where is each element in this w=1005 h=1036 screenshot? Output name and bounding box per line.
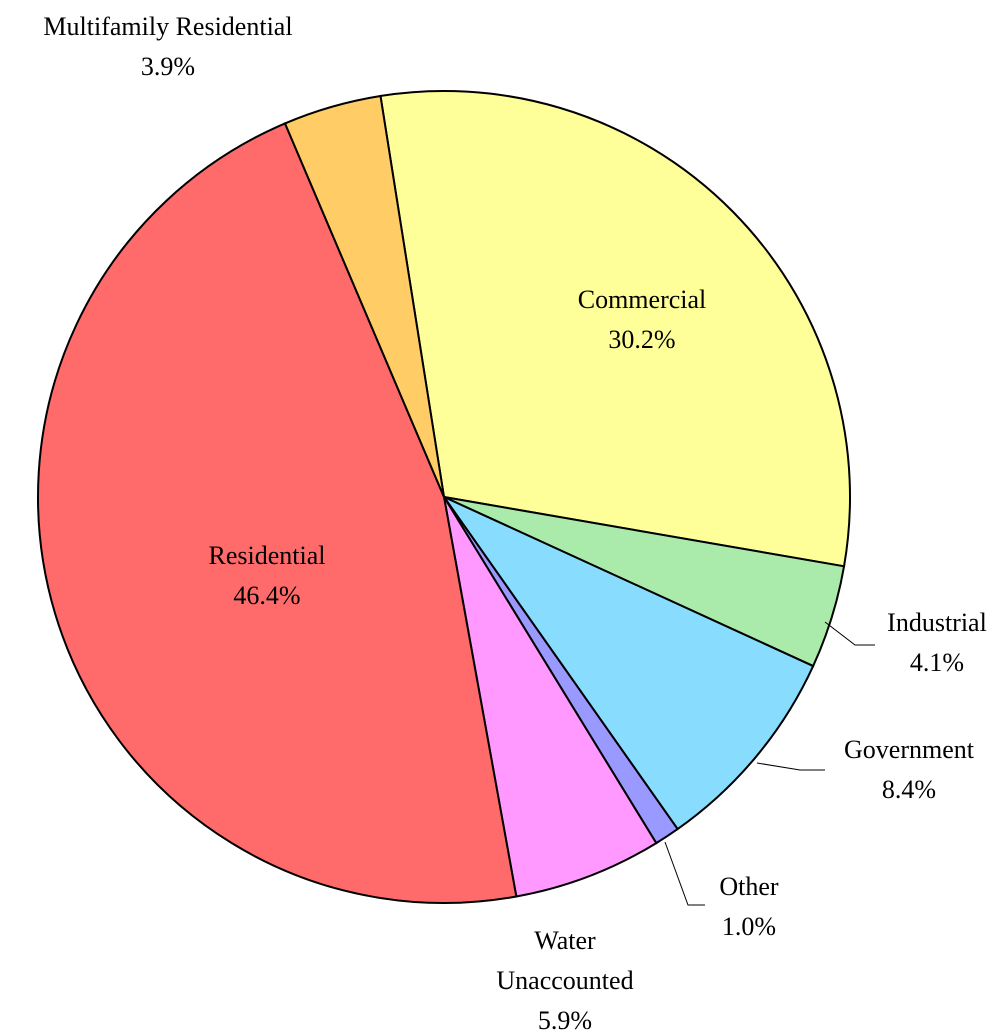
pie-slice [283, 94, 445, 498]
pie-slice [441, 494, 815, 831]
slice-name: Residential [208, 541, 326, 570]
slice-name: Multifamily Residential [43, 12, 293, 41]
slice-label: Multifamily Residential 3.9% [3, 7, 333, 87]
slice-name: Government [844, 735, 974, 764]
slice-value: 5.9% [537, 1006, 593, 1035]
pie-slice [37, 122, 518, 904]
slice-value: 3.9% [140, 52, 196, 81]
slice-value: 46.4% [233, 581, 301, 610]
slice-label: Residential 46.4% [167, 536, 367, 616]
slice-name: Industrial [887, 608, 987, 637]
slice-label: Commercial 30.2% [512, 280, 772, 360]
leader-line [664, 841, 705, 906]
pie-slice [443, 496, 658, 898]
slice-label: Water Unaccounted 5.9% [475, 921, 655, 1036]
slice-name: Other [719, 872, 779, 901]
slice-name: Water Unaccounted [496, 926, 634, 995]
slice-label: Other 1.0% [689, 867, 809, 947]
slice-name: Commercial [577, 285, 707, 314]
slice-value: 4.1% [909, 648, 965, 677]
slice-value: 30.2% [608, 325, 676, 354]
leader-line [756, 762, 825, 771]
pie-slice [379, 90, 851, 568]
slice-label: Government 8.4% [819, 730, 999, 810]
slice-value: 1.0% [721, 912, 777, 941]
slice-label: Industrial 4.1% [857, 603, 1005, 683]
leader-line [824, 621, 875, 646]
slice-value: 8.4% [881, 775, 937, 804]
